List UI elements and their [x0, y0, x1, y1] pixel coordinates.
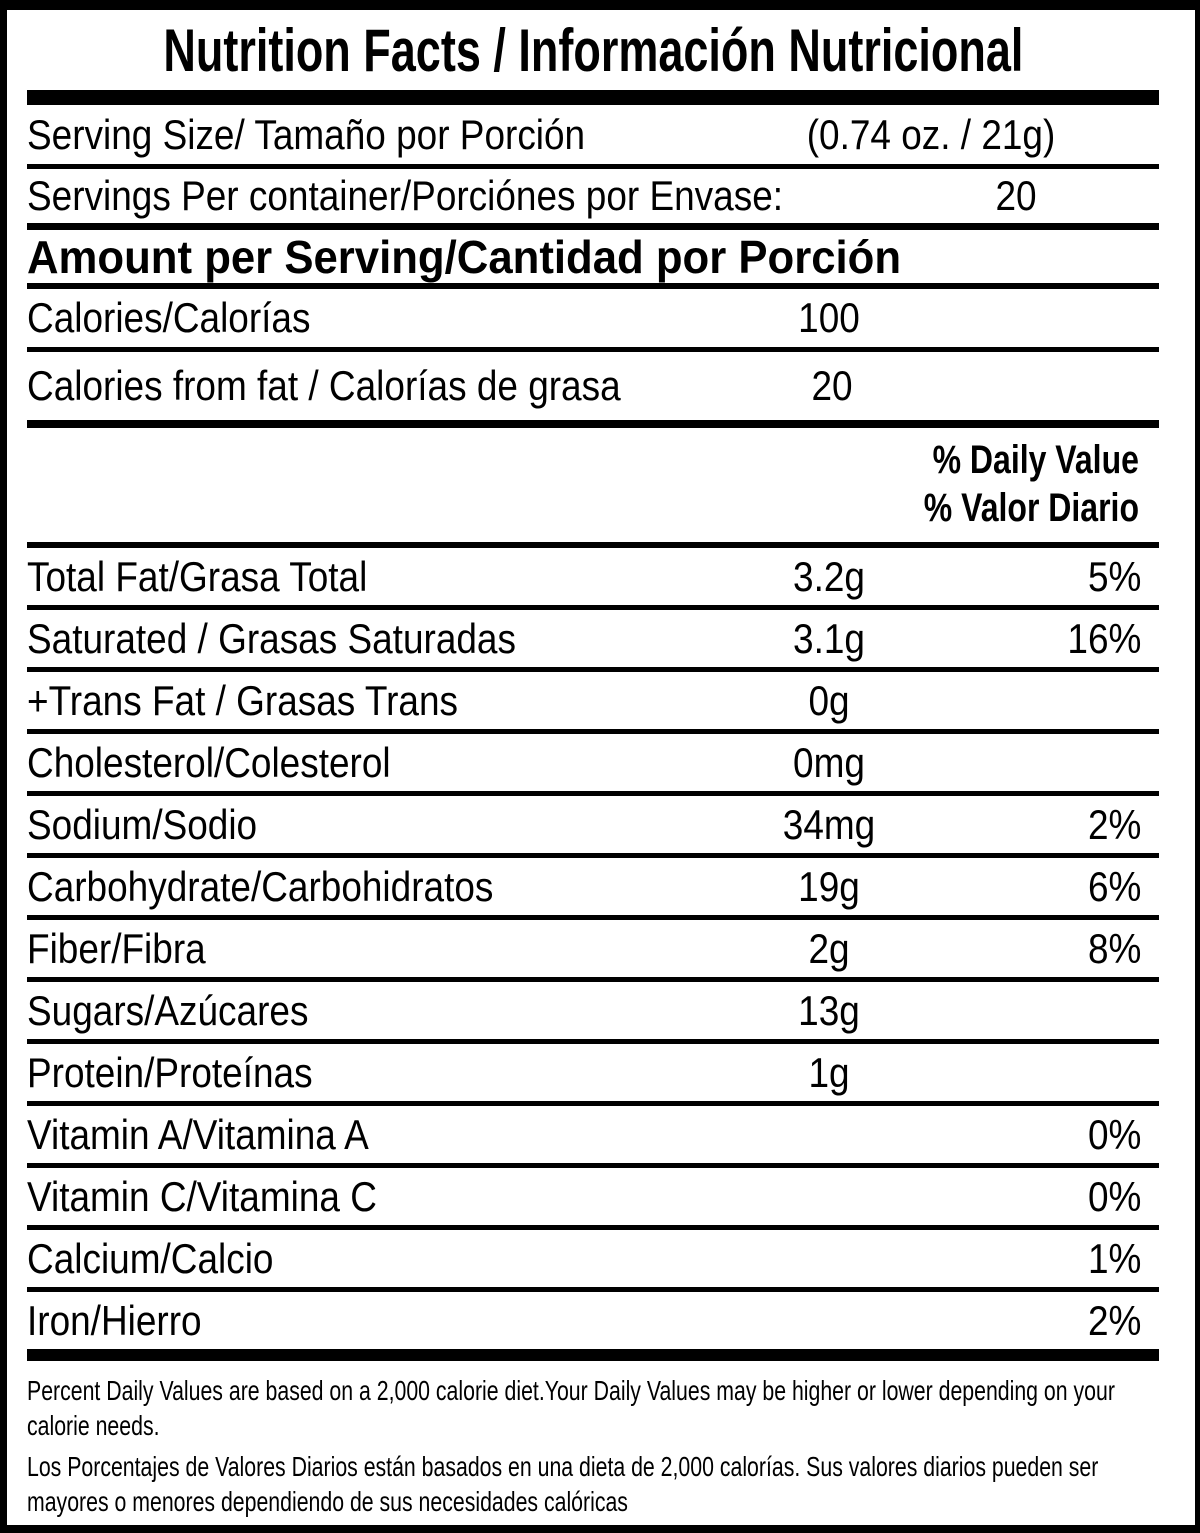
daily-value-heading-en: % Daily Value: [932, 437, 1139, 482]
trans-fat-label: +Trans Fat / Grasas Trans: [27, 676, 459, 724]
nutrient-row-sugars: Sugars/Azúcares 13g: [27, 982, 1159, 1044]
carbohydrate-amount: 19g: [798, 862, 860, 910]
cholesterol-label: Cholesterol/Colesterol: [27, 738, 391, 786]
servings-per-container-label: Servings Per container/Porciónes por Env…: [27, 172, 784, 219]
calories-from-fat-value: 20: [811, 362, 853, 409]
sodium-dv: 2%: [1087, 800, 1142, 848]
calcium-label: Calcium/Calcio: [27, 1234, 274, 1282]
footnote-en: Percent Daily Values are based on a 2,00…: [27, 1375, 1115, 1441]
sodium-amount: 34mg: [782, 800, 876, 848]
nutrient-row-trans-fat: +Trans Fat / Grasas Trans 0g: [27, 672, 1159, 734]
servings-per-container-value: 20: [995, 172, 1037, 219]
sugars-label: Sugars/Azúcares: [27, 986, 309, 1034]
label-content: Nutrition Facts / Información Nutriciona…: [7, 10, 1195, 1525]
nutrient-row-iron: Iron/Hierro 2%: [27, 1292, 1159, 1349]
iron-dv: 2%: [1087, 1296, 1142, 1344]
serving-size-row: Serving Size/ Tamaño por Porción (0.74 o…: [27, 105, 1159, 169]
calories-label: Calories/Calorías: [27, 294, 311, 341]
calories-from-fat-row: Calories from fat / Calorías de grasa 20: [27, 352, 1159, 420]
footnote-block: Percent Daily Values are based on a 2,00…: [27, 1361, 1159, 1525]
nutrient-row-saturated-fat: Saturated / Grasas Saturadas 3.1g 16%: [27, 610, 1159, 672]
serving-size-value: (0.74 oz. / 21g): [806, 110, 1056, 158]
protein-amount: 1g: [808, 1048, 850, 1096]
calories-value: 100: [798, 294, 860, 341]
amount-per-serving-heading: Amount per Serving/Cantidad por Porción: [27, 230, 902, 283]
cholesterol-amount: 0mg: [793, 738, 865, 786]
sodium-label: Sodium/Sodio: [27, 800, 258, 848]
fiber-dv: 8%: [1087, 924, 1142, 972]
nutrient-row-fiber: Fiber/Fibra 2g 8%: [27, 920, 1159, 982]
iron-label: Iron/Hierro: [27, 1296, 202, 1344]
saturated-fat-amount: 3.1g: [793, 614, 865, 662]
vitamin-a-dv: 0%: [1087, 1110, 1142, 1158]
vitamin-c-label: Vitamin C/Vitamina C: [27, 1172, 377, 1220]
carbohydrate-dv: 6%: [1087, 862, 1142, 910]
nutrient-row-carbohydrate: Carbohydrate/Carbohidratos 19g 6%: [27, 858, 1159, 920]
calcium-dv: 1%: [1087, 1234, 1142, 1282]
servings-per-container-row: Servings Per container/Porciónes por Env…: [27, 169, 1159, 230]
nutrient-row-total-fat: Total Fat/Grasa Total 3.2g 5%: [27, 548, 1159, 610]
nutrient-row-calcium: Calcium/Calcio 1%: [27, 1230, 1159, 1292]
daily-value-heading-block: % Daily Value % Valor Diario: [27, 428, 1159, 548]
nutrient-row-protein: Protein/Proteínas 1g: [27, 1044, 1159, 1106]
label-title: Nutrition Facts / Información Nutriciona…: [162, 16, 1024, 84]
serving-size-label: Serving Size/ Tamaño por Porción: [27, 110, 586, 158]
calories-divider-bar: [27, 420, 1159, 428]
nutrient-row-cholesterol: Cholesterol/Colesterol 0mg: [27, 734, 1159, 796]
fiber-label: Fiber/Fibra: [27, 924, 206, 972]
nutrient-row-sodium: Sodium/Sodio 34mg 2%: [27, 796, 1159, 858]
vitamin-c-dv: 0%: [1087, 1172, 1142, 1220]
saturated-fat-dv: 16%: [1067, 614, 1142, 662]
nutrient-row-vitamin-c: Vitamin C/Vitamina C 0%: [27, 1168, 1159, 1230]
daily-value-heading-es: % Valor Diario: [923, 485, 1139, 530]
sugars-amount: 13g: [798, 986, 860, 1034]
vitamin-a-label: Vitamin A/Vitamina A: [27, 1110, 369, 1158]
footnote-divider-bar: [27, 1349, 1159, 1361]
total-fat-label: Total Fat/Grasa Total: [27, 552, 368, 600]
total-fat-dv: 5%: [1087, 552, 1142, 600]
title-divider-bar: [27, 90, 1159, 105]
nutrient-row-vitamin-a: Vitamin A/Vitamina A 0%: [27, 1106, 1159, 1168]
footnote-es: Los Porcentajes de Valores Diarios están…: [27, 1451, 1099, 1517]
amount-per-serving-heading-row: Amount per Serving/Cantidad por Porción: [27, 230, 1159, 289]
fiber-amount: 2g: [808, 924, 850, 972]
protein-label: Protein/Proteínas: [27, 1048, 313, 1096]
total-fat-amount: 3.2g: [793, 552, 865, 600]
label-title-row: Nutrition Facts / Información Nutriciona…: [27, 10, 1159, 90]
calories-from-fat-label: Calories from fat / Calorías de grasa: [27, 362, 621, 409]
carbohydrate-label: Carbohydrate/Carbohidratos: [27, 862, 494, 910]
saturated-fat-label: Saturated / Grasas Saturadas: [27, 614, 516, 662]
calories-row: Calories/Calorías 100: [27, 289, 1159, 352]
trans-fat-amount: 0g: [808, 676, 850, 724]
